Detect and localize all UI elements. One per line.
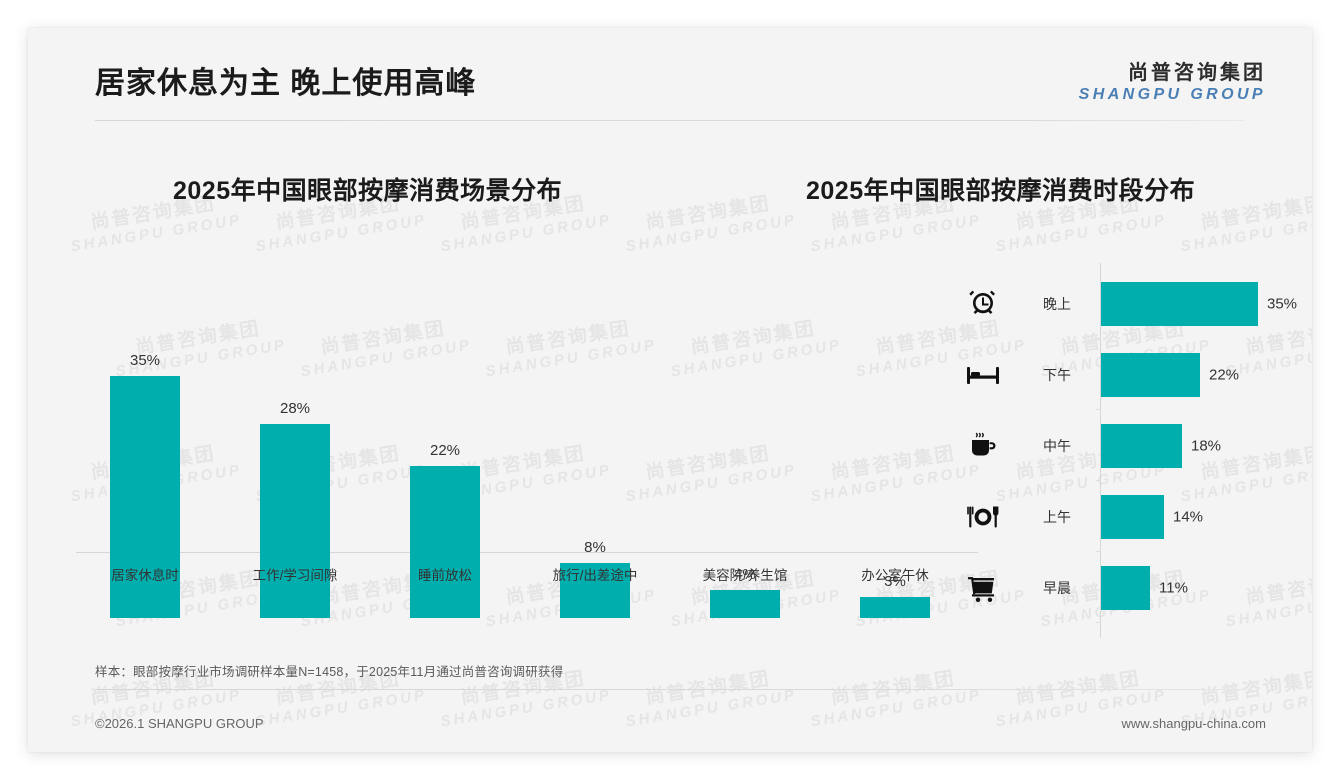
bar-axis-tick	[1096, 409, 1101, 410]
bar-category-label: 晚上	[1043, 296, 1071, 312]
column-bar[interactable]	[560, 563, 630, 618]
bar-value-label: 22%	[1209, 366, 1240, 384]
horizontal-bar[interactable]	[1101, 566, 1150, 610]
bed-icon	[966, 358, 1000, 392]
column-category-label: 旅行/出差途中	[552, 568, 638, 583]
bar-axis-tick	[1096, 480, 1101, 481]
footnote-divider	[95, 689, 1245, 690]
plate-cutlery-icon	[966, 500, 1000, 534]
column-bar-group[interactable]: 8%	[560, 334, 630, 618]
logo-chinese-name: 尚普咨询集团	[1128, 62, 1266, 84]
column-category-label: 美容院/养生馆	[702, 568, 788, 583]
bar-axis-tick	[1096, 551, 1101, 552]
column-bar-group[interactable]: 3%	[860, 334, 930, 618]
column-value-label: 22%	[429, 442, 461, 459]
column-bar-group[interactable]: 28%	[260, 334, 330, 618]
bar-category-label: 下午	[1043, 367, 1071, 383]
column-bar[interactable]	[710, 590, 780, 618]
column-bar-group[interactable]: 22%	[410, 334, 480, 618]
column-value-label: 3%	[884, 573, 906, 590]
copyright-text: ©2026.1 SHANGPU GROUP	[95, 716, 264, 731]
column-value-label: 8%	[584, 539, 606, 556]
column-value-label: 28%	[279, 400, 311, 417]
column-bar[interactable]	[260, 424, 330, 618]
bar-category-label: 早晨	[1043, 580, 1071, 596]
coffee-mug-icon	[966, 429, 1000, 463]
column-value-label: 4%	[734, 566, 756, 583]
bar-row[interactable]: 下午 22%	[948, 340, 1298, 410]
bar-value-label: 14%	[1173, 508, 1204, 526]
slide-header: 居家休息为主 晚上使用高峰 尚普咨询集团 SHANGPU GROUP	[28, 28, 1312, 121]
bar-axis-tick	[1096, 338, 1101, 339]
column-plot-area	[48, 268, 978, 553]
brand-logo: 尚普咨询集团 SHANGPU GROUP	[1079, 61, 1266, 105]
left-chart-title: 2025年中国眼部按摩消费场景分布	[173, 177, 563, 205]
bar-row[interactable]: 晚上 35%	[948, 269, 1298, 339]
sample-footnote: 样本：眼部按摩行业市场调研样本量N=1458，于2025年11月通过尚普咨询调研…	[95, 665, 564, 679]
header-divider	[95, 120, 1245, 121]
bar-value-label: 35%	[1267, 295, 1298, 313]
column-category-label: 睡前放松	[418, 568, 472, 583]
scene-distribution-column-chart: 35% 居家休息时 28% 工作/学习间隙 22% 睡前放松 8% 旅行/出差途中 4% 美容院/…	[48, 268, 978, 618]
column-value-label: 35%	[129, 352, 161, 369]
bar-row[interactable]: 早晨 11%	[948, 553, 1298, 623]
column-bar-group[interactable]: 35%	[110, 334, 180, 618]
alarm-clock-icon	[966, 287, 1000, 321]
page-title: 居家休息为主 晚上使用高峰	[95, 67, 477, 100]
column-bar[interactable]	[410, 466, 480, 618]
logo-english-name: SHANGPU GROUP	[1078, 86, 1266, 103]
column-category-label: 居家休息时	[111, 568, 179, 583]
horizontal-bar[interactable]	[1101, 282, 1258, 326]
horizontal-bar[interactable]	[1101, 353, 1200, 397]
bar-row[interactable]: 上午 14%	[948, 482, 1298, 552]
bar-value-label: 18%	[1191, 437, 1222, 455]
right-chart-title: 2025年中国眼部按摩消费时段分布	[806, 177, 1196, 205]
column-x-axis-line	[76, 552, 978, 553]
bar-row[interactable]: 中午 18%	[948, 411, 1298, 481]
column-category-label: 办公室午休	[861, 568, 929, 583]
bar-value-label: 11%	[1159, 579, 1188, 597]
slide-card: 尚普咨询集团 SHANGPU GROUP 尚普咨询集团 SHANGPU GROUP 尚普…	[28, 28, 1312, 752]
column-bar-group[interactable]: 4%	[710, 334, 780, 618]
bar-category-label: 中午	[1043, 438, 1071, 454]
footnote-block: 样本：眼部按摩行业市场调研样本量N=1458，于2025年11月通过尚普咨询调研…	[95, 661, 1245, 690]
bar-axis-tick	[1096, 622, 1101, 623]
website-link[interactable]: www.shangpu-china.com	[1121, 716, 1266, 731]
horizontal-bar[interactable]	[1101, 424, 1182, 468]
shopping-cart-icon	[966, 571, 1000, 605]
bar-y-axis-line	[1100, 263, 1101, 638]
horizontal-bar[interactable]	[1101, 495, 1164, 539]
bar-category-label: 上午	[1043, 509, 1071, 525]
column-bar[interactable]	[110, 376, 180, 618]
column-category-label: 工作/学习间隙	[252, 568, 338, 583]
slide-footer: ©2026.1 SHANGPU GROUP www.shangpu-china.…	[28, 702, 1312, 752]
column-bar[interactable]	[860, 597, 930, 618]
time-distribution-bar-chart: 晚上 35% 下午 22% 中午 18% 上午 14% 早晨 11%	[948, 263, 1298, 638]
